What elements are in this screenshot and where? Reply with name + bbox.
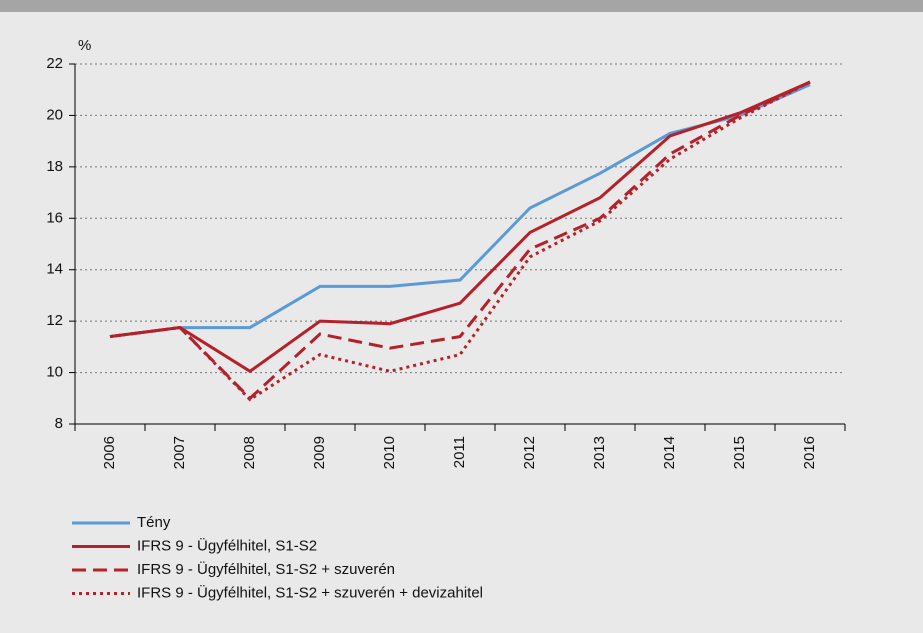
x-tick-label: 2009 xyxy=(311,436,328,469)
x-tick-label: 2007 xyxy=(171,436,188,469)
x-tick-label: 2010 xyxy=(381,436,398,469)
x-tick-label: 2011 xyxy=(451,436,468,468)
legend-label: IFRS 9 - Ügyfélhitel, S1-S2 + szuverén +… xyxy=(137,583,483,601)
x-tick-label: 2006 xyxy=(101,436,118,469)
x-tick-label: 2008 xyxy=(241,436,258,469)
x-tick-label: 2013 xyxy=(591,436,608,469)
x-tick-label: 2015 xyxy=(731,436,748,469)
x-tick-label: 2016 xyxy=(801,436,818,469)
x-tick-label: 2012 xyxy=(521,436,538,469)
y-unit: % xyxy=(78,37,91,54)
y-tick-label: 10 xyxy=(46,364,63,381)
y-tick-label: 16 xyxy=(46,209,63,226)
legend-label: Tény xyxy=(137,514,171,531)
y-tick-label: 22 xyxy=(46,55,63,72)
legend-label: IFRS 9 - Ügyfélhitel, S1-S2 xyxy=(137,536,317,554)
y-tick-label: 14 xyxy=(46,261,63,278)
top-band xyxy=(0,0,923,12)
x-tick-label: 2014 xyxy=(661,436,678,469)
series-line xyxy=(109,80,811,374)
y-tick-label: 20 xyxy=(46,106,63,123)
y-tick-label: 18 xyxy=(46,158,63,175)
series-line xyxy=(109,80,811,401)
y-tick-label: 8 xyxy=(55,415,63,432)
legend-label: IFRS 9 - Ügyfélhitel, S1-S2 + szuverén xyxy=(137,560,395,578)
y-tick-label: 12 xyxy=(46,312,63,329)
